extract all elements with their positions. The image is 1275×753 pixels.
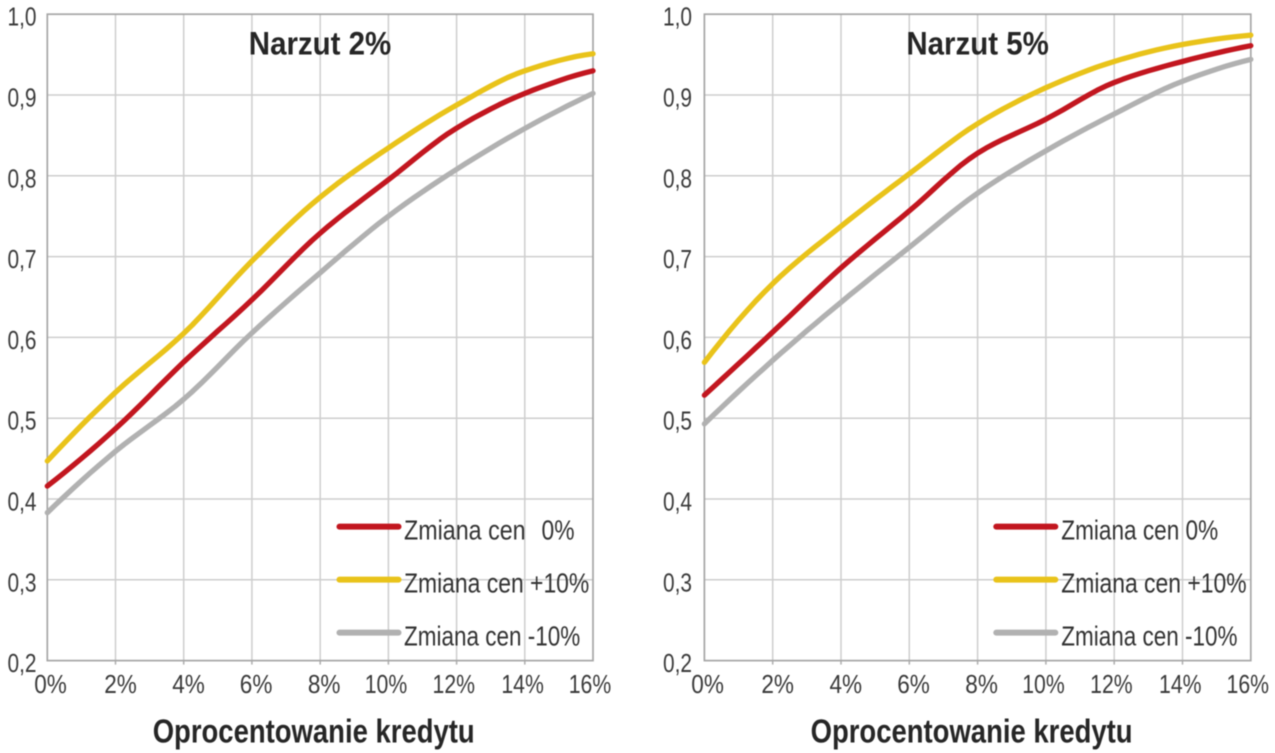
svg-text:0,4: 0,4 bbox=[663, 487, 692, 517]
svg-text:Narzut 2%: Narzut 2% bbox=[249, 26, 391, 62]
svg-text:4%: 4% bbox=[172, 669, 205, 699]
svg-text:0,3: 0,3 bbox=[663, 567, 692, 597]
svg-text:14%: 14% bbox=[501, 669, 544, 699]
svg-text:0,6: 0,6 bbox=[8, 325, 37, 355]
svg-text:0,5: 0,5 bbox=[663, 406, 692, 436]
svg-text:Oprocentowanie kredytu: Oprocentowanie kredytu bbox=[811, 713, 1133, 750]
svg-text:Zmiana cen: Zmiana cen bbox=[404, 515, 526, 546]
svg-text:0%: 0% bbox=[542, 515, 575, 546]
svg-text:0,8: 0,8 bbox=[663, 163, 692, 193]
svg-text:Zmiana cen -10%: Zmiana cen -10% bbox=[1061, 621, 1237, 652]
svg-text:0%: 0% bbox=[34, 669, 67, 699]
svg-text:1,0: 1,0 bbox=[8, 2, 37, 32]
svg-text:6%: 6% bbox=[897, 669, 930, 699]
svg-text:8%: 8% bbox=[308, 669, 341, 699]
svg-text:10%: 10% bbox=[1022, 669, 1065, 699]
svg-text:4%: 4% bbox=[830, 669, 863, 699]
svg-text:0,8: 0,8 bbox=[8, 163, 37, 193]
svg-text:0,3: 0,3 bbox=[8, 567, 37, 597]
svg-text:Narzut 5%: Narzut 5% bbox=[906, 26, 1048, 62]
svg-text:16%: 16% bbox=[1227, 669, 1270, 699]
svg-text:0,4: 0,4 bbox=[8, 487, 37, 517]
svg-text:Zmiana cen +10%: Zmiana cen +10% bbox=[404, 568, 589, 599]
svg-text:2%: 2% bbox=[104, 669, 137, 699]
svg-text:0,6: 0,6 bbox=[663, 325, 692, 355]
svg-text:0,9: 0,9 bbox=[8, 83, 37, 113]
svg-text:12%: 12% bbox=[1090, 669, 1133, 699]
svg-text:10%: 10% bbox=[365, 669, 408, 699]
svg-text:8%: 8% bbox=[965, 669, 998, 699]
svg-text:6%: 6% bbox=[240, 669, 273, 699]
svg-text:0,7: 0,7 bbox=[663, 244, 692, 274]
svg-text:14%: 14% bbox=[1159, 669, 1202, 699]
svg-text:0,5: 0,5 bbox=[8, 406, 37, 436]
svg-text:Zmiana cen 0%: Zmiana cen 0% bbox=[1061, 515, 1218, 546]
svg-text:Oprocentowanie kredytu: Oprocentowanie kredytu bbox=[153, 713, 475, 750]
svg-text:0,7: 0,7 bbox=[8, 244, 37, 274]
svg-text:0%: 0% bbox=[691, 669, 724, 699]
svg-text:Zmiana cen +10%: Zmiana cen +10% bbox=[1061, 568, 1246, 599]
svg-text:1,0: 1,0 bbox=[663, 2, 692, 32]
svg-text:Zmiana cen -10%: Zmiana cen -10% bbox=[404, 621, 580, 652]
svg-text:16%: 16% bbox=[569, 669, 612, 699]
svg-text:0,9: 0,9 bbox=[663, 83, 692, 113]
svg-text:2%: 2% bbox=[761, 669, 794, 699]
svg-text:12%: 12% bbox=[433, 669, 476, 699]
svg-text:0,2: 0,2 bbox=[663, 648, 692, 678]
svg-text:0,2: 0,2 bbox=[8, 648, 37, 678]
